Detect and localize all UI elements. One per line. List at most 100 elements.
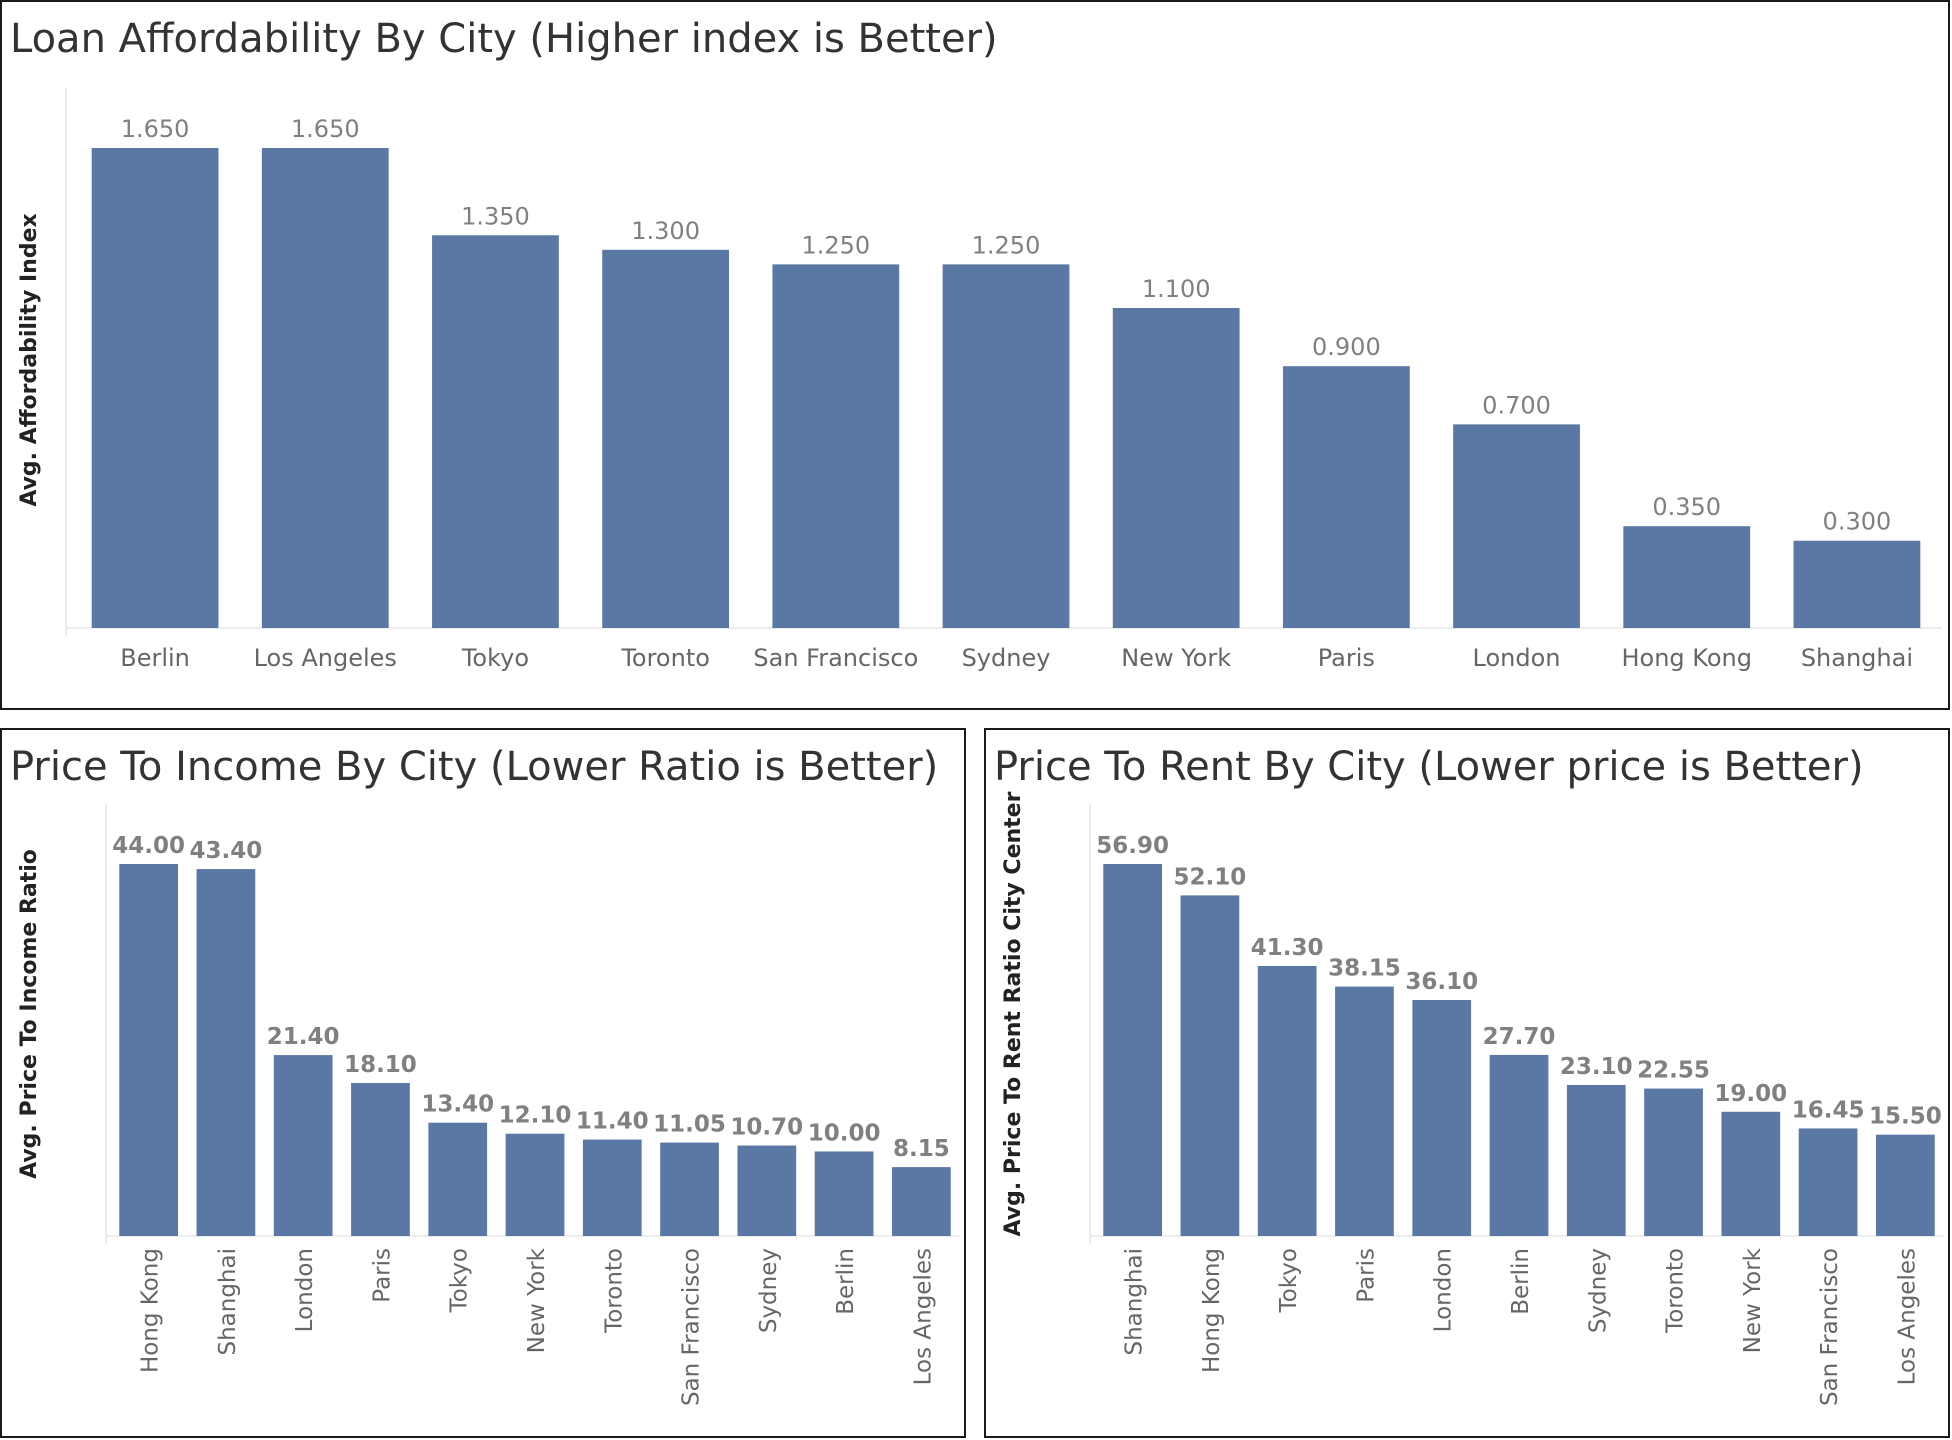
loan-value-label: 0.300 (1823, 508, 1892, 536)
loan-bar (1112, 308, 1240, 628)
rent-value-label: 23.10 (1560, 1054, 1633, 1080)
rent-bar (1489, 1054, 1549, 1236)
loan-category-label: Hong Kong (1621, 644, 1751, 672)
price-to-income-title: Price To Income By City (Lower Ratio is … (10, 744, 939, 790)
price-to-rent-panel: Price To Rent By City (Lower price is Be… (984, 728, 1950, 1438)
loan-bar (432, 235, 559, 629)
income-category-label: Berlin (833, 1248, 859, 1315)
income-bar (582, 1139, 642, 1236)
income-category-label: New York (524, 1247, 550, 1353)
rent-value-label: 38.15 (1328, 956, 1401, 982)
rent-bar (1180, 895, 1240, 1236)
loan-value-label: 1.650 (121, 115, 190, 143)
loan-value-label: 1.350 (461, 202, 530, 230)
income-bar (660, 1142, 719, 1236)
loan-bar (1623, 526, 1751, 628)
loan-affordability-title: Loan Affordability By City (Higher index… (10, 16, 998, 62)
rent-value-label: 41.30 (1251, 935, 1324, 961)
loan-value-label: 0.700 (1482, 391, 1551, 419)
income-category-label: Shanghai (215, 1248, 241, 1356)
loan-category-label: London (1473, 644, 1561, 672)
rent-y-axis-title: Avg. Price To Rent Ratio City Center (1001, 791, 1026, 1236)
income-bar (273, 1055, 333, 1236)
income-value-label: 11.05 (653, 1112, 726, 1138)
loan-category-label: San Francisco (753, 644, 918, 672)
rent-category-label: San Francisco (1817, 1248, 1843, 1406)
income-bar (737, 1145, 797, 1236)
loan-value-label: 1.250 (972, 231, 1041, 259)
loan-affordability-chart: Avg. Affordability Index 1.650 Berlin 1.650… (17, 88, 1942, 672)
price-to-rent-title: Price To Rent By City (Lower price is Be… (994, 744, 1864, 790)
rent-category-label: Tokyo (1276, 1248, 1302, 1313)
rent-bar (1566, 1084, 1626, 1236)
rent-value-label: 52.10 (1174, 864, 1247, 890)
price-to-income-chart: Avg. Price To Income Ratio 44.00 Hong Kong… (17, 804, 960, 1406)
loan-value-label: 1.250 (801, 231, 870, 259)
loan-bar (602, 249, 730, 628)
income-value-label: 44.00 (112, 833, 185, 859)
rent-value-label: 19.00 (1714, 1081, 1787, 1107)
loan-value-label: 0.350 (1652, 493, 1721, 521)
income-category-label: Tokyo (447, 1248, 473, 1313)
rent-category-label: Toronto (1663, 1248, 1689, 1334)
loan-category-label: Tokyo (461, 644, 529, 672)
rent-bar (1798, 1128, 1858, 1236)
loan-value-label: 0.900 (1312, 333, 1381, 361)
income-value-label: 12.10 (499, 1103, 572, 1129)
rent-category-label: Los Angeles (1894, 1248, 1920, 1385)
loan-category-label: Sydney (962, 644, 1051, 672)
rent-bar (1644, 1088, 1703, 1236)
income-category-label: San Francisco (679, 1248, 705, 1406)
income-value-label: 18.10 (344, 1052, 417, 1078)
rent-bar (1876, 1134, 1935, 1236)
rent-category-label: Sydney (1585, 1248, 1611, 1333)
price-to-rent-chart: Avg. Price To Rent Ratio City Center 56.9… (1001, 791, 1944, 1406)
rent-category-label: Paris (1353, 1248, 1379, 1303)
loan-value-label: 1.300 (631, 217, 700, 245)
loan-bar (1282, 366, 1410, 628)
loan-bar (942, 264, 1070, 628)
loan-bar (772, 264, 900, 628)
rent-category-label: New York (1740, 1247, 1766, 1353)
income-bar (119, 864, 178, 1236)
income-category-label: Paris (369, 1248, 395, 1303)
loan-category-label: New York (1121, 644, 1231, 672)
income-value-label: 10.00 (808, 1120, 881, 1146)
loan-category-label: Berlin (120, 644, 190, 672)
rent-bar (1335, 986, 1394, 1236)
rent-category-label: Berlin (1508, 1248, 1534, 1315)
income-bar (428, 1122, 488, 1236)
income-value-label: 13.40 (421, 1092, 494, 1118)
income-value-label: 11.40 (576, 1109, 649, 1135)
income-category-label: Los Angeles (910, 1248, 936, 1385)
loan-category-label: Shanghai (1801, 644, 1913, 672)
loan-bar (1793, 540, 1921, 628)
rent-category-label: Shanghai (1122, 1248, 1148, 1356)
rent-bar (1721, 1111, 1781, 1236)
income-category-label: Sydney (756, 1248, 782, 1333)
income-y-axis-title: Avg. Price To Income Ratio (17, 849, 42, 1179)
income-bar (351, 1082, 410, 1236)
loan-value-label: 1.650 (291, 115, 360, 143)
loan-category-label: Toronto (620, 644, 710, 672)
income-category-label: Hong Kong (138, 1248, 164, 1373)
income-bar (892, 1167, 951, 1236)
income-category-label: Toronto (601, 1248, 627, 1334)
loan-bar (1453, 424, 1580, 628)
rent-value-label: 22.55 (1637, 1058, 1710, 1084)
income-value-label: 43.40 (190, 838, 263, 864)
rent-value-label: 27.70 (1483, 1024, 1556, 1050)
loan-affordability-panel: Loan Affordability By City (Higher index… (0, 0, 1950, 710)
income-bar (505, 1133, 565, 1236)
rent-category-label: Hong Kong (1199, 1248, 1225, 1373)
rent-category-label: London (1431, 1248, 1457, 1332)
rent-value-label: 16.45 (1792, 1097, 1865, 1123)
loan-category-label: Paris (1318, 644, 1375, 672)
loan-category-label: Los Angeles (254, 644, 397, 672)
income-bar (814, 1151, 874, 1236)
loan-value-label: 1.100 (1142, 275, 1211, 303)
loan-y-axis-title: Avg. Affordability Index (17, 213, 42, 506)
income-value-label: 8.15 (893, 1136, 950, 1162)
income-value-label: 21.40 (267, 1024, 340, 1050)
rent-value-label: 36.10 (1405, 969, 1478, 995)
